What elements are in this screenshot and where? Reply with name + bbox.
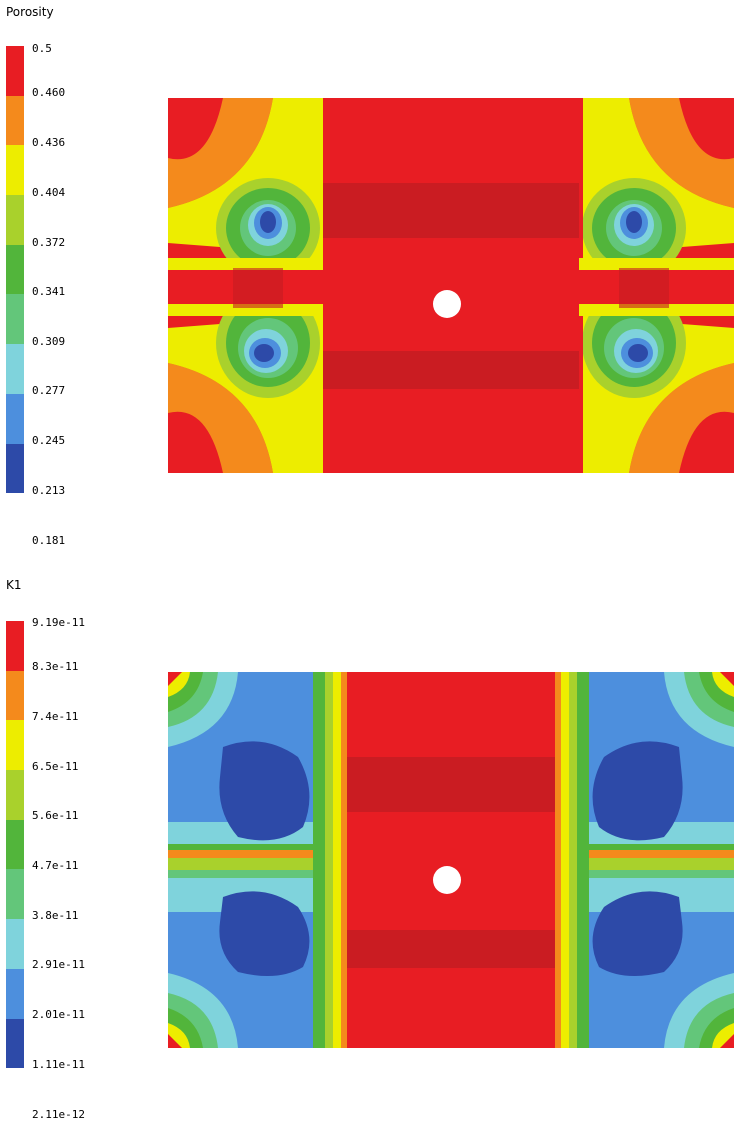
porosity-swatch-5 — [6, 244, 24, 295]
porosity-legend-title: Porosity — [6, 5, 54, 19]
k1-contour-plot — [168, 672, 734, 1048]
porosity-contour-svg — [168, 98, 734, 473]
k1-tick-label: 7.4e-11 — [32, 710, 79, 723]
k1-swatch-4 — [6, 770, 24, 820]
k1-swatch-3 — [6, 720, 24, 771]
k1-swatch-1 — [6, 621, 24, 671]
k1-tick-label: 8.3e-11 — [32, 660, 79, 673]
porosity-tick-label: 0.341 — [32, 285, 66, 298]
porosity-colorbar — [6, 46, 24, 494]
k1-swatch-2 — [6, 670, 24, 721]
porosity-tick-label: 0.436 — [32, 136, 66, 149]
porosity-swatch-4 — [6, 195, 24, 245]
porosity-tick-label: 0.460 — [32, 86, 66, 99]
porosity-tick-label: 0.309 — [32, 335, 66, 348]
k1-tick-label: 6.5e-11 — [32, 760, 79, 773]
k1-swatch-7 — [6, 919, 24, 969]
k1-tick-label: 4.7e-11 — [32, 859, 79, 872]
k1-tick-label: 3.8e-11 — [32, 909, 79, 922]
k1-tick-label: 9.19e-11 — [32, 616, 85, 629]
porosity-swatch-8 — [6, 393, 24, 444]
k1-swatch-8 — [6, 968, 24, 1019]
k1-tick-label: 1.11e-11 — [32, 1058, 85, 1071]
k1-tick-label: 2.11e-12 — [32, 1108, 85, 1121]
k1-swatch-9 — [6, 1018, 24, 1069]
k1-colorbar — [6, 621, 24, 1069]
k1-swatch-5 — [6, 819, 24, 870]
k1-contour-svg — [168, 672, 734, 1048]
porosity-tick-label: 0.181 — [32, 534, 66, 547]
porosity-tick-label: 0.404 — [32, 186, 66, 199]
porosity-swatch-6 — [6, 294, 24, 345]
k1-tick-label: 2.91e-11 — [32, 958, 85, 971]
porosity-tick-label: 0.277 — [32, 384, 66, 397]
k1-tick-label: 2.01e-11 — [32, 1008, 85, 1021]
porosity-tick-label: 0.372 — [32, 236, 66, 249]
k1-tick-label: 5.6e-11 — [32, 809, 79, 822]
porosity-swatch-2 — [6, 95, 24, 146]
porosity-swatch-3 — [6, 145, 24, 196]
porosity-tick-label: 0.213 — [32, 484, 66, 497]
porosity-tick-label: 0.5 — [32, 42, 52, 55]
porosity-swatch-1 — [6, 46, 24, 96]
porosity-contour-plot — [168, 98, 734, 473]
porosity-tick-label: 0.245 — [32, 434, 66, 447]
k1-swatch-6 — [6, 869, 24, 920]
k1-legend-title: K1 — [6, 578, 22, 592]
porosity-swatch-9 — [6, 443, 24, 494]
porosity-swatch-7 — [6, 344, 24, 394]
